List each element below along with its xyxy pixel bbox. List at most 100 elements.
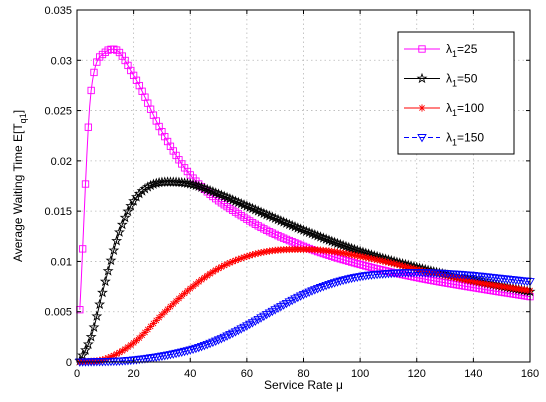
y-tick-label: 0 [66,357,72,369]
data-point [339,249,347,257]
data-point [200,274,209,282]
data-point [97,286,108,298]
data-point [338,276,348,286]
data-point [240,253,248,261]
x-tick-label: 160 [521,368,539,380]
data-point [382,258,390,266]
y-tick-label: 0.035 [44,5,72,17]
data-point [214,264,223,273]
data-point [116,218,128,230]
data-point [469,277,477,286]
data-point [138,331,146,339]
data-point [188,345,198,355]
x-tick-label: 140 [464,368,482,380]
legend-label-value: =25 [457,42,478,56]
data-point [432,270,441,278]
data-point [475,279,483,287]
data-point [483,280,492,288]
data-point [327,280,337,289]
data-point [155,313,163,322]
x-axis-label: Service Rate μ [264,378,343,392]
data-point [352,273,363,282]
data-point [478,279,486,287]
data-point [197,276,206,284]
data-point [438,271,446,279]
data-point [324,281,334,290]
data-point [332,278,343,287]
data-point [84,123,92,131]
data-point [217,263,225,271]
data-point [401,263,410,271]
data-point [223,260,231,268]
x-tick-label: 20 [128,368,140,380]
data-point [122,205,134,217]
data-point [234,255,242,263]
data-point [379,257,387,265]
data-point [321,281,331,291]
data-point [141,328,149,336]
data-point [165,351,176,360]
legend-marker [417,134,427,143]
legend-label: λ1=100 [446,101,484,118]
data-point [387,259,395,267]
data-point [108,244,120,256]
data-point [154,353,164,362]
data-point [341,276,351,285]
data-point [115,348,124,357]
data-point [157,352,167,362]
data-point [111,235,123,246]
data-point [161,308,169,316]
y-axis-label-main: Average Waiting Time E[T [11,123,25,262]
data-point [178,292,186,300]
data-point [110,351,118,360]
data-point [237,254,245,262]
data-point [82,338,94,349]
data-point [206,270,214,278]
data-point [342,250,350,258]
data-point [312,285,323,294]
x-tick-label: 40 [184,368,196,380]
data-point [336,249,344,257]
legend-label-subscript: 1 [452,49,457,59]
data-point [193,343,204,353]
x-tick-label: 60 [241,368,253,380]
data-point [179,177,191,188]
data-point [435,270,443,278]
legend-label: λ1=50 [446,72,478,89]
legend-label-main: λ [446,72,452,86]
data-point [344,275,354,284]
data-point [94,298,106,310]
data-point [195,278,203,286]
data-point [486,281,494,289]
data-point [149,319,158,328]
legend-box [397,31,515,155]
data-point [162,351,173,360]
data-point [441,271,449,280]
data-point [367,255,376,263]
data-point [246,251,254,260]
data-point [203,272,211,280]
data-point [362,253,370,262]
data-point [81,180,90,188]
data-point [495,282,503,290]
data-point [333,248,342,256]
data-point [310,286,320,295]
data-point [119,211,131,223]
legend-label-value: =150 [457,131,484,145]
data-point [396,261,404,269]
data-point [231,256,240,265]
data-point [464,276,472,284]
legend-label-main: λ [446,131,452,145]
data-point [80,344,91,355]
data-point [169,300,177,308]
data-point [87,86,95,95]
data-point [168,350,179,359]
data-point [85,331,97,342]
data-point [125,200,137,211]
data-point [173,176,185,187]
data-point [158,311,166,319]
data-point [128,195,140,206]
legend-entry: λ1=100 [404,101,484,118]
data-point [182,347,193,356]
legend-label-subscript: 1 [452,138,457,148]
